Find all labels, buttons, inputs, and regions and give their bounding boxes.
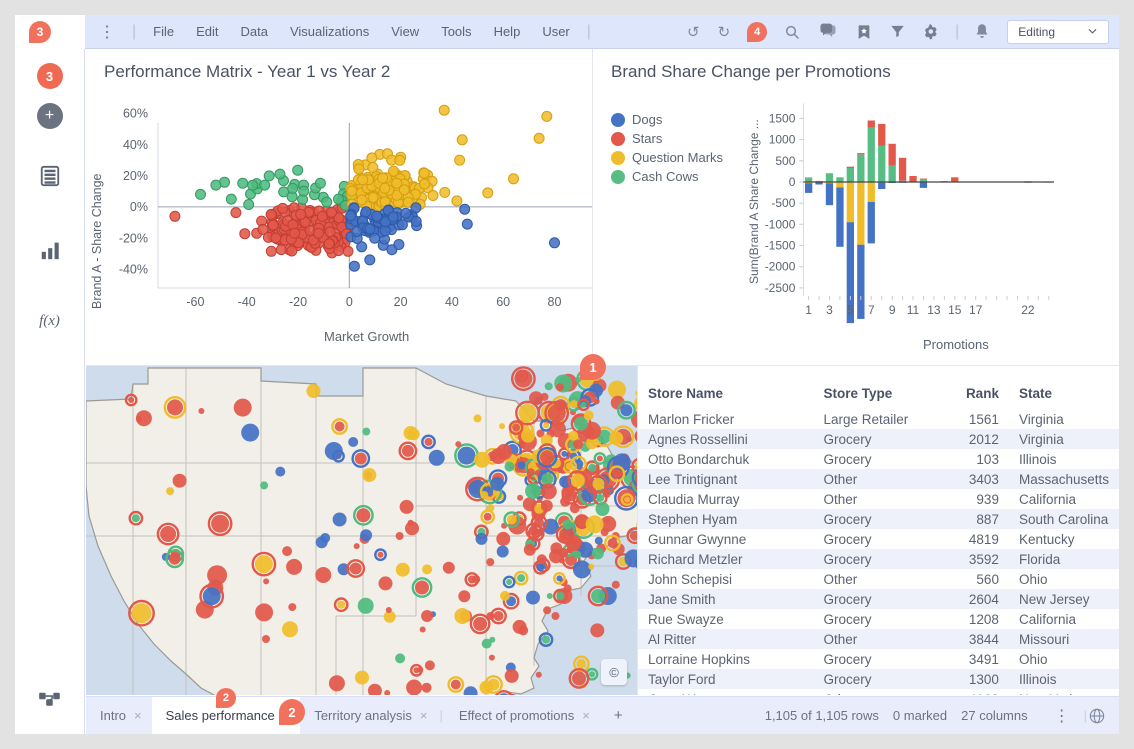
svg-text:7: 7 <box>868 303 875 317</box>
svg-text:-20%: -20% <box>119 231 148 245</box>
svg-text:1000: 1000 <box>769 133 796 147</box>
svg-text:22: 22 <box>1021 303 1035 317</box>
svg-text:40: 40 <box>445 295 459 309</box>
svg-text:11: 11 <box>907 303 920 317</box>
svg-text:500: 500 <box>775 154 795 168</box>
svg-text:-1000: -1000 <box>765 217 796 231</box>
svg-text:60%: 60% <box>123 107 148 121</box>
svg-text:-20: -20 <box>289 295 307 309</box>
svg-text:3: 3 <box>826 303 833 317</box>
svg-text:20: 20 <box>394 295 408 309</box>
svg-text:-60: -60 <box>186 295 204 309</box>
svg-text:-40%: -40% <box>119 263 148 277</box>
svg-text:-500: -500 <box>771 196 795 210</box>
svg-text:0%: 0% <box>130 200 148 214</box>
svg-text:60: 60 <box>496 295 510 309</box>
svg-text:9: 9 <box>889 303 896 317</box>
svg-text:-40: -40 <box>238 295 256 309</box>
svg-text:1500: 1500 <box>769 111 796 125</box>
svg-text:0: 0 <box>346 295 353 309</box>
svg-text:-1500: -1500 <box>765 239 796 253</box>
svg-text:20%: 20% <box>123 169 148 183</box>
svg-text:5: 5 <box>847 303 854 317</box>
svg-text:40%: 40% <box>123 138 148 152</box>
svg-text:-2000: -2000 <box>765 260 796 274</box>
svg-text:80: 80 <box>548 295 562 309</box>
svg-text:15: 15 <box>948 303 962 317</box>
svg-text:13: 13 <box>927 303 941 317</box>
svg-text:0: 0 <box>789 175 796 189</box>
svg-text:1: 1 <box>805 303 812 317</box>
svg-text:-2500: -2500 <box>765 281 796 295</box>
svg-text:17: 17 <box>969 303 983 317</box>
